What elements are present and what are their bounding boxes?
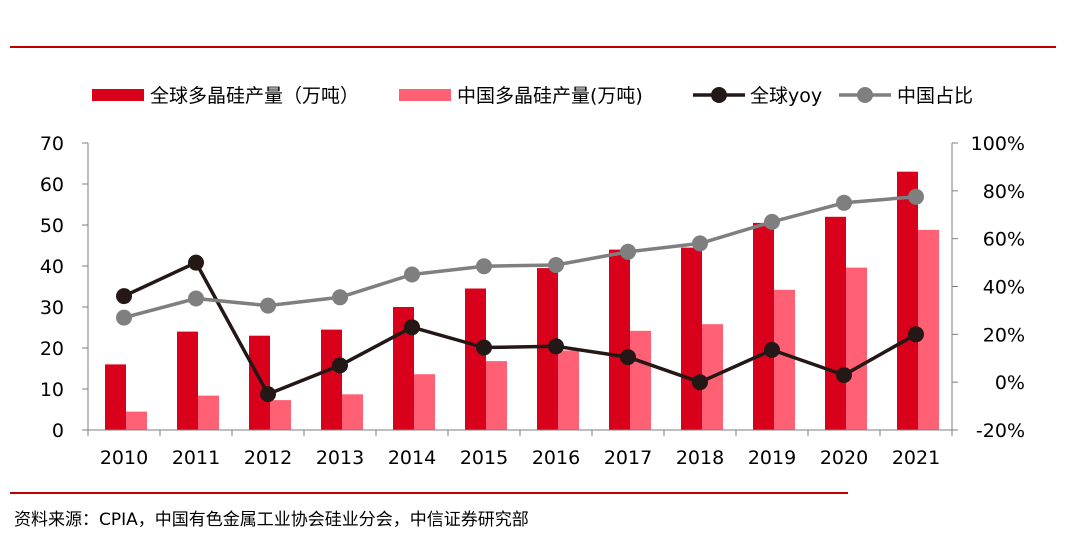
bar-global-2020 bbox=[825, 216, 846, 430]
left-tick-label: 70 bbox=[40, 133, 64, 155]
bar-china-2013 bbox=[342, 394, 363, 430]
point-china-share-2020 bbox=[836, 194, 852, 211]
x-tick-label: 2016 bbox=[532, 447, 580, 469]
x-tick-label: 2015 bbox=[460, 447, 508, 469]
bar-global-2012 bbox=[249, 335, 270, 430]
right-tick-label: 0% bbox=[995, 372, 1025, 394]
bar-global-2011 bbox=[177, 331, 198, 430]
legend-label: 全球多晶硅产量（万吨） bbox=[150, 85, 359, 107]
point-china-share-2013 bbox=[332, 289, 348, 306]
left-tick-label: 50 bbox=[40, 215, 64, 237]
x-tick-label: 2019 bbox=[748, 447, 796, 469]
right-tick-label: -20% bbox=[976, 420, 1025, 442]
bar-global-2018 bbox=[681, 247, 702, 430]
point-global-yoy-2013 bbox=[332, 357, 348, 374]
point-global-yoy-2011 bbox=[188, 254, 204, 271]
right-tick-label: 100% bbox=[971, 133, 1025, 155]
point-china-share-2019 bbox=[764, 213, 780, 230]
legend-swatch-marker bbox=[857, 87, 873, 103]
line-china-share bbox=[123, 195, 917, 320]
left-tick-label: 0 bbox=[52, 420, 64, 442]
bar-global-2017 bbox=[609, 249, 630, 430]
bar-china-2012 bbox=[270, 400, 291, 430]
legend-label: 中国多晶硅产量(万吨) bbox=[457, 85, 643, 107]
bar-china-2010 bbox=[126, 411, 147, 430]
x-tick-label: 2014 bbox=[388, 447, 436, 469]
point-china-share-2018 bbox=[692, 235, 708, 252]
legend-swatch-marker bbox=[711, 87, 727, 103]
source-note: 资料来源：CPIA，中国有色金属工业协会硅业分会，中信证券研究部 bbox=[14, 510, 529, 530]
x-tick-label: 2018 bbox=[676, 447, 724, 469]
x-tick-label: 2021 bbox=[892, 447, 940, 469]
point-global-yoy-2018 bbox=[692, 374, 708, 391]
point-china-share-2015 bbox=[476, 258, 492, 275]
bar-global-2013 bbox=[321, 329, 342, 430]
bar-global-2019 bbox=[753, 222, 774, 430]
right-tick-label: 60% bbox=[983, 229, 1025, 251]
point-china-share-2016 bbox=[548, 257, 564, 273]
legend: 全球多晶硅产量（万吨） 中国多晶硅产量(万吨) 全球yoy 中国占比 bbox=[92, 85, 973, 107]
line-global-yoy bbox=[123, 260, 917, 396]
bar-global-2016 bbox=[537, 268, 558, 430]
left-tick-label: 20 bbox=[40, 338, 64, 360]
point-global-yoy-2021 bbox=[908, 326, 924, 343]
point-china-share-2017 bbox=[620, 243, 636, 260]
bar-china-2016 bbox=[558, 350, 579, 430]
point-global-yoy-2015 bbox=[476, 339, 492, 356]
point-global-yoy-2010 bbox=[116, 288, 132, 305]
x-tick-label: 2017 bbox=[604, 447, 652, 469]
point-china-share-2014 bbox=[404, 266, 420, 283]
legend-swatch bbox=[399, 89, 451, 101]
legend-label: 全球yoy bbox=[750, 85, 822, 107]
left-tick-label: 40 bbox=[40, 256, 64, 278]
bar-global-2015 bbox=[465, 288, 486, 430]
point-global-yoy-2012 bbox=[260, 386, 276, 403]
left-tick-label: 30 bbox=[40, 297, 64, 319]
point-china-share-2012 bbox=[260, 297, 276, 314]
point-china-share-2011 bbox=[188, 290, 204, 307]
bar-china-2017 bbox=[630, 330, 651, 430]
point-china-share-2021 bbox=[908, 188, 924, 205]
bar-global-2021 bbox=[897, 171, 918, 430]
point-china-share-2010 bbox=[116, 309, 132, 326]
bar-china-2014 bbox=[414, 374, 435, 430]
x-tick-label: 2011 bbox=[172, 447, 220, 469]
bar-global-2010 bbox=[105, 364, 126, 430]
bar-global-2014 bbox=[393, 307, 414, 430]
left-tick-label: 10 bbox=[40, 379, 64, 401]
right-tick-label: 80% bbox=[983, 181, 1025, 203]
right-tick-label: 20% bbox=[983, 324, 1025, 346]
legend-label: 中国占比 bbox=[897, 85, 973, 107]
x-tick-label: 2020 bbox=[820, 447, 868, 469]
left-tick-label: 60 bbox=[40, 174, 64, 196]
point-global-yoy-2016 bbox=[548, 338, 564, 355]
bar-china-2020 bbox=[846, 267, 867, 430]
plot-area: 0 10 20 30 40 50 60 70 -20% 0% 20% 40% 60% 80% 100% 201… bbox=[40, 133, 1025, 469]
legend-swatch bbox=[92, 89, 144, 101]
bar-china-2015 bbox=[486, 361, 507, 430]
bar-china-2011 bbox=[198, 395, 219, 430]
bar-china-2019 bbox=[774, 289, 795, 430]
x-tick-label: 2012 bbox=[244, 447, 292, 469]
bar-china-2021 bbox=[918, 229, 939, 430]
point-global-yoy-2019 bbox=[764, 341, 780, 358]
x-tick-label: 2010 bbox=[100, 447, 148, 469]
point-global-yoy-2020 bbox=[836, 367, 852, 383]
x-tick-label: 2013 bbox=[316, 447, 364, 469]
point-global-yoy-2017 bbox=[620, 349, 636, 366]
right-tick-label: 40% bbox=[983, 277, 1025, 299]
point-global-yoy-2014 bbox=[404, 319, 420, 336]
